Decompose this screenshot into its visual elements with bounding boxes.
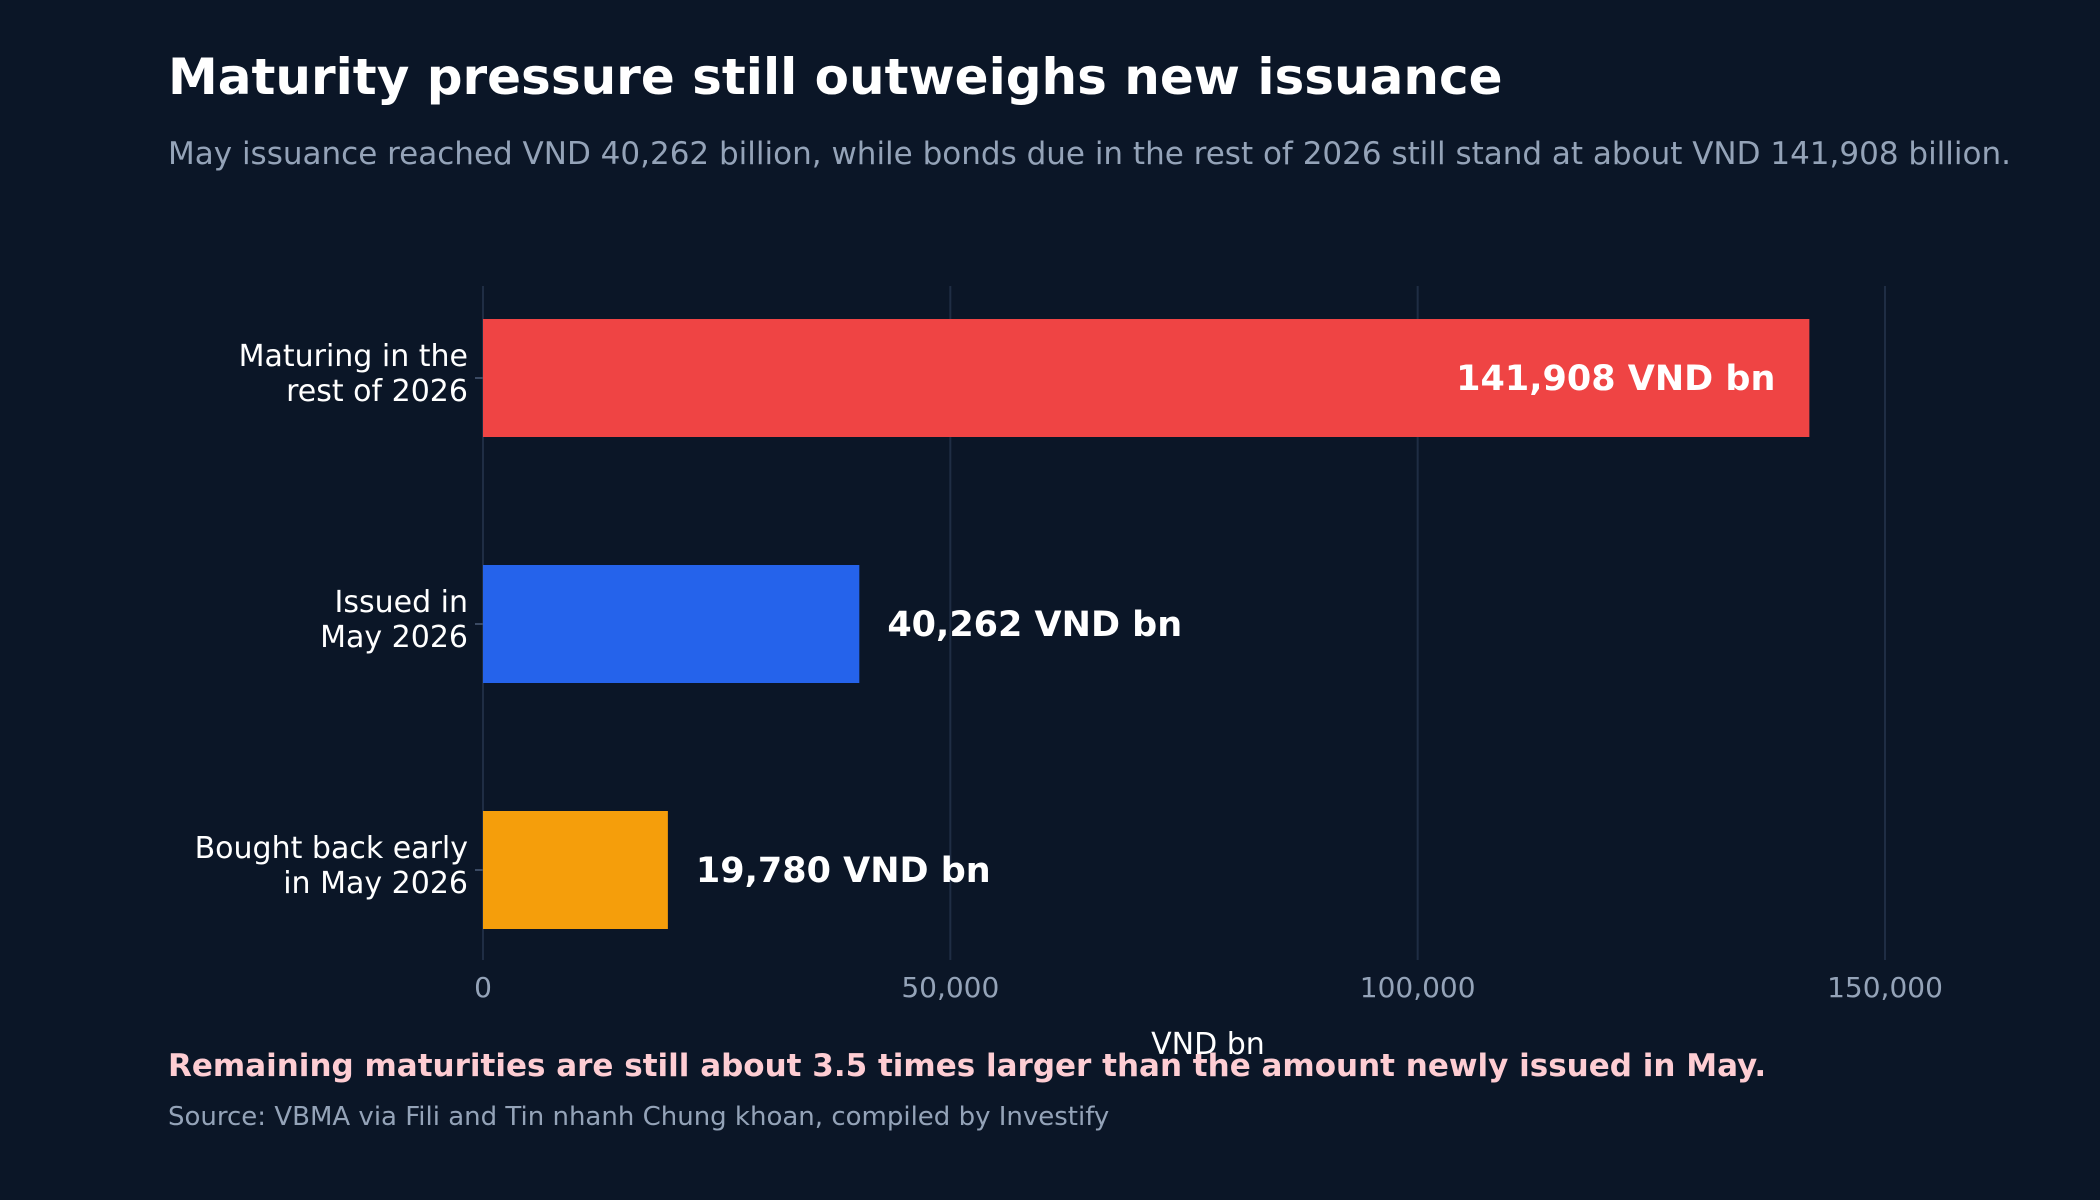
bar-value-label: 141,908 VND bn bbox=[1456, 359, 1775, 399]
x-tick-label: 50,000 bbox=[901, 971, 999, 1004]
bars bbox=[483, 319, 1810, 929]
x-tick-label: 100,000 bbox=[1360, 971, 1476, 1004]
bar bbox=[483, 565, 860, 683]
chart-subtitle: May issuance reached VND 40,262 billion,… bbox=[168, 136, 2011, 172]
bar-value-label: 40,262 VND bn bbox=[887, 605, 1182, 645]
category-label: May 2026 bbox=[320, 620, 468, 655]
x-tick-label: 0 bbox=[474, 971, 492, 1004]
category-label: Issued in bbox=[334, 585, 468, 620]
source-note: Source: VBMA via Fili and Tin nhanh Chun… bbox=[168, 1102, 1110, 1132]
bar bbox=[483, 319, 1810, 437]
x-tick-labels: 0 50,000 100,000 150,000 bbox=[474, 971, 1943, 1004]
x-axis-label: VND bn bbox=[1151, 1027, 1265, 1062]
category-label: Bought back early bbox=[195, 831, 468, 866]
bar-value-label: 19,780 VND bn bbox=[696, 851, 991, 891]
category-label: in May 2026 bbox=[283, 866, 468, 901]
bar bbox=[483, 811, 668, 929]
chart-title: Maturity pressure still outweighs new is… bbox=[168, 48, 1503, 106]
value-labels: 141,908 VND bn 40,262 VND bn 19,780 VND bn bbox=[696, 359, 1775, 891]
takeaway-note: Remaining maturities are still about 3.5… bbox=[168, 1048, 1767, 1084]
category-label: Maturing in the bbox=[239, 339, 468, 374]
category-label: rest of 2026 bbox=[286, 374, 468, 409]
x-tick-label: 150,000 bbox=[1827, 971, 1943, 1004]
